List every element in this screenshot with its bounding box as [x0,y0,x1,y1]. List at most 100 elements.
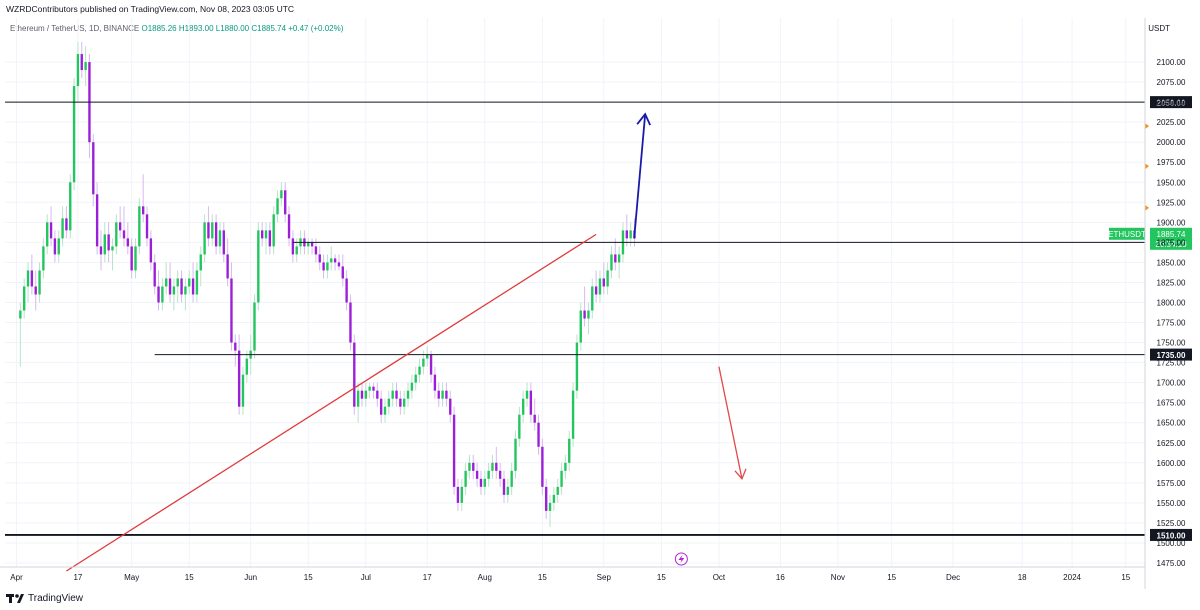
candle [345,278,348,303]
candle [126,238,130,247]
candle [107,234,110,251]
candle [441,390,444,399]
last-price-label: 1885.74 [1157,230,1186,239]
candle [514,438,517,471]
candle [598,278,602,295]
candle [545,486,548,511]
candle [111,246,114,251]
candle [310,242,314,247]
candle [606,270,609,287]
candle [276,198,279,215]
candle [172,286,176,295]
symbol-tag-label: ETHUSDT [1108,230,1146,239]
candle [165,278,168,287]
candle [406,390,410,399]
candle [537,422,540,447]
candle [195,270,199,295]
candle [445,390,448,399]
arrow-up-icon [636,112,651,126]
y-tick-label: 1625.00 [1157,439,1186,448]
candle [560,470,563,487]
candle [226,254,229,279]
candle [510,470,513,487]
candle [38,270,41,295]
y-tick-label: 2100.00 [1157,58,1186,67]
candle [518,414,521,439]
candle [521,398,525,415]
candle [280,190,283,199]
candle [92,142,95,195]
candle [376,390,379,399]
last-price-box [1150,227,1192,250]
y-tick-label: 1875.00 [1157,238,1186,247]
candle [76,54,80,87]
candle [80,54,83,71]
tradingview-footer: TradingView [6,592,83,604]
candle [237,350,241,407]
candle [564,462,567,471]
candle [387,398,391,407]
candle [30,270,34,287]
candle [145,214,149,239]
candle [134,246,137,271]
x-tick-label: 15 [657,573,666,582]
candle [349,302,352,343]
candle [57,238,60,255]
symbol-tag [1109,227,1145,240]
candle [34,286,37,295]
candle [69,182,72,231]
candle [533,414,536,423]
candle [556,486,559,495]
candle [207,222,210,239]
candle [456,486,460,503]
arrow-down-icon [734,468,747,481]
level-label: 1510.00 [1157,531,1186,540]
x-tick-label: Apr [10,573,23,582]
candle [625,230,629,239]
symbol-legend: Ethereum / TetherUS, 1D, BINANCE O1885.2… [10,24,343,33]
candle [372,386,375,391]
level-label-box [1150,528,1192,541]
candle [337,262,341,267]
candle [391,390,394,399]
candle [191,278,195,295]
candle [199,254,202,271]
candle [571,390,575,439]
candle [614,254,617,263]
footer-brand: TradingView [28,592,84,604]
candle [410,382,414,391]
x-tick-label: Oct [713,573,726,582]
price-unit: USDT [1148,24,1170,33]
x-tick-label: 15 [538,573,547,582]
y-tick-label: 2075.00 [1157,78,1186,87]
x-tick-label: Jun [244,573,257,582]
candle [234,342,237,351]
candle [433,374,437,391]
y-tick-label: 1975.00 [1157,158,1186,167]
y-tick-label: 1725.00 [1157,359,1186,368]
candle [157,286,160,303]
candle [333,258,337,263]
candle [429,354,433,375]
candle [360,390,364,399]
level-label-box [1150,348,1192,361]
y-tick-label: 1900.00 [1157,218,1186,227]
scale-marker-icon [1145,163,1149,170]
candle [260,230,264,239]
scale-marker-icon [1145,204,1149,211]
candle [188,278,191,287]
candle [95,194,99,247]
candle [287,214,291,239]
candle [525,390,529,399]
y-tick-label: 1475.00 [1157,559,1186,568]
candle [379,398,383,415]
x-tick-label: 15 [185,573,194,582]
y-tick-label: 2025.00 [1157,118,1186,127]
lightning-glyph [678,555,685,563]
candle [452,414,456,487]
candle [118,222,122,231]
candle [341,266,344,279]
candle [610,254,613,271]
x-tick-label: 17 [73,573,82,582]
